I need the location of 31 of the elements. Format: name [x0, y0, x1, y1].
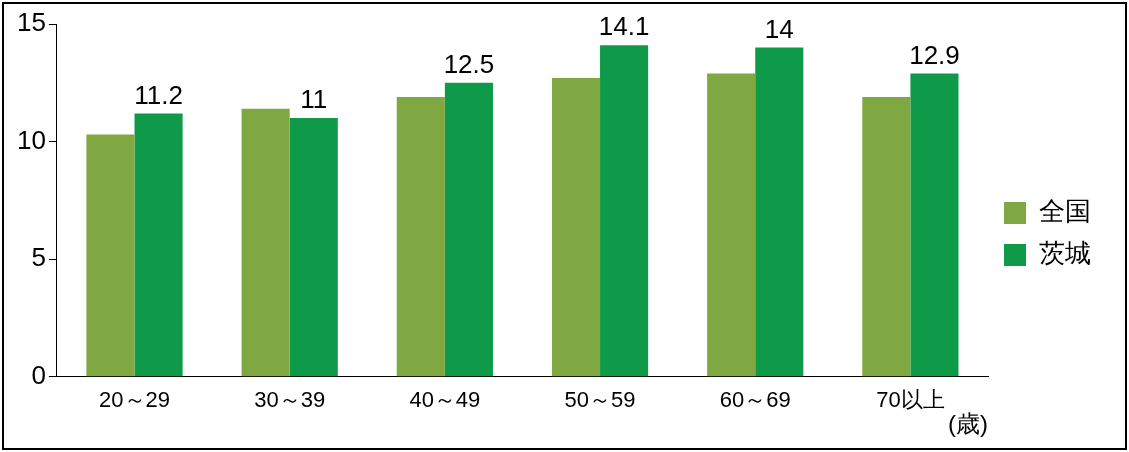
data-label: 12.5 — [443, 48, 495, 79]
legend-label: 全国 — [1039, 196, 1091, 227]
bar — [444, 82, 493, 377]
bar — [551, 78, 601, 377]
y-tick-label: 5 — [31, 242, 46, 273]
bar — [289, 118, 338, 377]
data-label: 11 — [300, 84, 328, 115]
x-tick-label: 60～69 — [719, 387, 791, 413]
x-axis-title: (歳) — [948, 410, 988, 438]
data-label: 11.2 — [134, 79, 183, 110]
bar — [707, 73, 756, 377]
x-tick-label: 50～59 — [564, 387, 636, 413]
legend-label: 茨城 — [1039, 238, 1091, 269]
bar — [862, 96, 911, 377]
y-tick-label: 15 — [17, 7, 46, 38]
x-tick-label: 70以上 — [876, 387, 945, 413]
x-tick-label: 40～49 — [409, 387, 481, 413]
bar — [600, 45, 649, 377]
bar — [910, 73, 959, 377]
bar — [755, 47, 804, 377]
y-tick-label: 0 — [31, 359, 46, 390]
bar — [241, 108, 290, 377]
data-label: 12.9 — [909, 39, 960, 70]
bar — [396, 96, 445, 377]
bar — [134, 113, 183, 377]
data-label: 14.1 — [598, 11, 650, 42]
y-tick-label: 10 — [17, 124, 46, 155]
bar — [86, 134, 135, 377]
x-tick-label: 20～29 — [99, 387, 170, 413]
x-tick-label: 30～39 — [254, 387, 326, 413]
data-label: 14 — [764, 13, 794, 44]
